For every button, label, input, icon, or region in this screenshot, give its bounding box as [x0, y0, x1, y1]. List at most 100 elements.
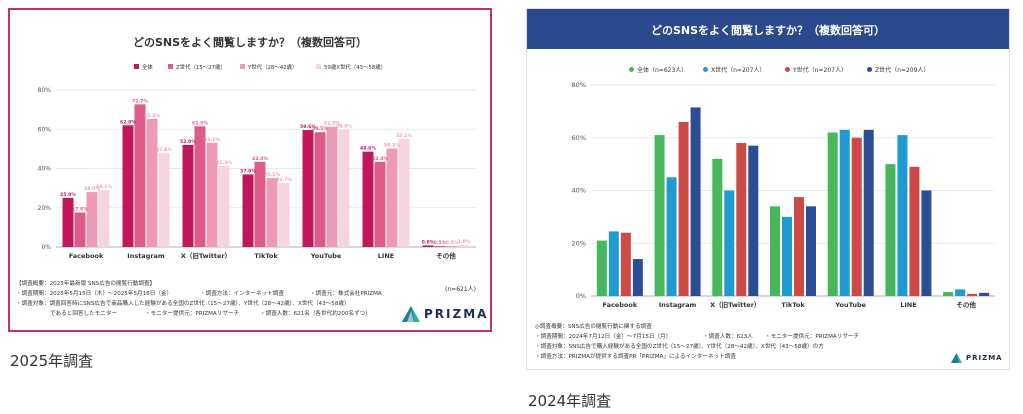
bar	[326, 126, 338, 247]
data-label: 61.3%	[324, 121, 340, 127]
bar	[770, 206, 780, 296]
legend-swatch	[168, 64, 173, 69]
caption-2025: 2025年調査	[10, 352, 94, 370]
legend-label: Y世代（28～42歳）	[247, 63, 297, 71]
legend-swatch	[785, 67, 790, 72]
data-label: 50.2%	[384, 142, 400, 148]
y-tick-label: 60%	[572, 134, 586, 142]
bar	[86, 192, 98, 247]
bar	[278, 182, 290, 247]
data-label: 28.0%	[84, 186, 100, 192]
x-tick-label: X（旧Twitter）	[710, 301, 760, 309]
legend-label: Z世代（15～27歳）	[176, 63, 226, 71]
footnote-method: ・調査方法：PRIZMAが提供する調査PR「PRIZMA」によるインターネット調…	[535, 354, 736, 360]
bar	[632, 259, 643, 296]
bar	[863, 129, 874, 296]
x-tick-label: YouTube	[834, 301, 866, 309]
y-tick-label: 40%	[38, 166, 52, 173]
x-tick-label: TikTok	[781, 301, 805, 309]
data-label: 59.6%	[300, 124, 316, 130]
bars	[62, 104, 470, 247]
data-label: 32.7%	[276, 177, 292, 183]
bar	[194, 126, 206, 247]
bar	[446, 246, 458, 247]
y-tick-label: 80%	[572, 81, 586, 89]
y-tick-label: 80%	[38, 87, 52, 94]
data-label: 72.7%	[132, 98, 148, 104]
bar	[362, 151, 374, 247]
x-tick-labels: Facebook Instagram X（旧Twitter） TikTok YouTub…	[603, 300, 977, 309]
bar	[122, 125, 134, 247]
bar	[885, 164, 896, 296]
y-tick-label: 20%	[572, 239, 586, 247]
prizma-mark-icon	[402, 306, 420, 322]
sample-size: (n=621人)	[445, 286, 476, 293]
bar	[678, 121, 689, 296]
bar	[596, 240, 607, 296]
data-label: 52.0%	[180, 139, 196, 145]
data-label: 0.5%	[434, 240, 447, 246]
bar	[608, 231, 619, 296]
chart-title: どのSNSをよく閲覧しますか？（複数回答可）	[133, 35, 367, 49]
x-tick-label: Instagram	[127, 252, 165, 260]
footnote-count: ・調査人数：621名（各世代約200名ずつ）	[260, 311, 371, 317]
y-tick-label: 0%	[41, 244, 51, 251]
data-label: 35.1%	[264, 172, 280, 178]
data-label: 61.5%	[192, 120, 208, 126]
prizma-logo: PRIZMA	[951, 353, 1003, 363]
legend-swatch	[316, 64, 321, 69]
data-label: 41.3%	[216, 160, 232, 166]
bar	[654, 135, 665, 296]
bar	[921, 190, 932, 296]
x-tick-label: YouTube	[310, 252, 342, 260]
chart-panel-2025: どのSNSをよく閲覧しますか？（複数回答可） 全体 Z世代（15～27歳） Y世代（…	[8, 8, 492, 332]
bar	[422, 245, 434, 247]
footnote-outline: 【調査概要：2025年最新版 SNS広告の閲覧行動調査】	[16, 281, 156, 287]
bar	[806, 206, 816, 296]
bar	[839, 129, 850, 296]
data-label: 29.1%	[96, 184, 112, 190]
data-label: 58.5%	[312, 126, 328, 132]
footnote-period: ・調査期間：2024年7月12日（金）～7月15日（月）	[535, 334, 672, 340]
data-label: 25.0%	[60, 192, 76, 198]
footnote-provider: ・モニター提供元：PRIZMAリサーチ	[145, 311, 240, 317]
bar	[979, 292, 990, 296]
bar	[374, 161, 386, 247]
data-label: 62.0%	[120, 119, 136, 125]
bar	[955, 289, 966, 296]
caption-2024: 2024年調査	[528, 392, 612, 410]
prizma-logo-text: PRIZMA	[424, 307, 489, 321]
legend-label: 全体	[142, 63, 153, 71]
x-tick-labels: Facebook Instagram X（旧Twitter） TikTok YouTub…	[69, 251, 457, 260]
legend: 全体（n=623人） X世代（n=207人） Y世代（n=207人） Z世代（n=20…	[629, 66, 929, 74]
x-tick-label: Facebook	[603, 301, 638, 309]
data-labels: 25.0% 17.6% 28.0%29.1% 62.0% 72.7% 65.3% 47.8%…	[60, 98, 471, 246]
legend-label: 59歳X世代（43～58歳）	[324, 63, 386, 71]
chart-header	[527, 9, 1009, 49]
data-label: 48.6%	[360, 146, 376, 152]
bar	[666, 177, 677, 296]
bar	[794, 197, 804, 296]
legend-swatch	[867, 67, 872, 72]
data-label: 65.3%	[144, 113, 160, 119]
bar	[967, 293, 978, 296]
bar	[242, 174, 254, 247]
data-label: 0.5%	[446, 240, 459, 246]
bar	[909, 166, 920, 296]
legend-swatch	[240, 64, 245, 69]
data-label: 59.8%	[336, 124, 352, 130]
x-tick-label: その他	[436, 251, 456, 260]
data-label: 17.6%	[72, 206, 88, 212]
bar	[782, 216, 792, 296]
legend-label: Y世代（n=207人）	[792, 66, 847, 74]
x-tick-label: その他	[956, 300, 976, 309]
bar	[158, 153, 170, 247]
footnote-outline: ◎調査概要：SNS広告の閲覧行動に関する調査	[535, 324, 652, 330]
bar	[712, 158, 723, 296]
prizma-mark-icon	[951, 353, 962, 363]
data-label: 43.4%	[372, 156, 388, 162]
bar	[302, 130, 314, 247]
footnote-target-2: であると回答したモニター	[50, 311, 118, 317]
bar	[254, 161, 266, 247]
footnote-target: ・調査対象：SNS広告で購入経験がある全国のZ世代（15～27歳）、Y世代（28…	[535, 344, 824, 350]
